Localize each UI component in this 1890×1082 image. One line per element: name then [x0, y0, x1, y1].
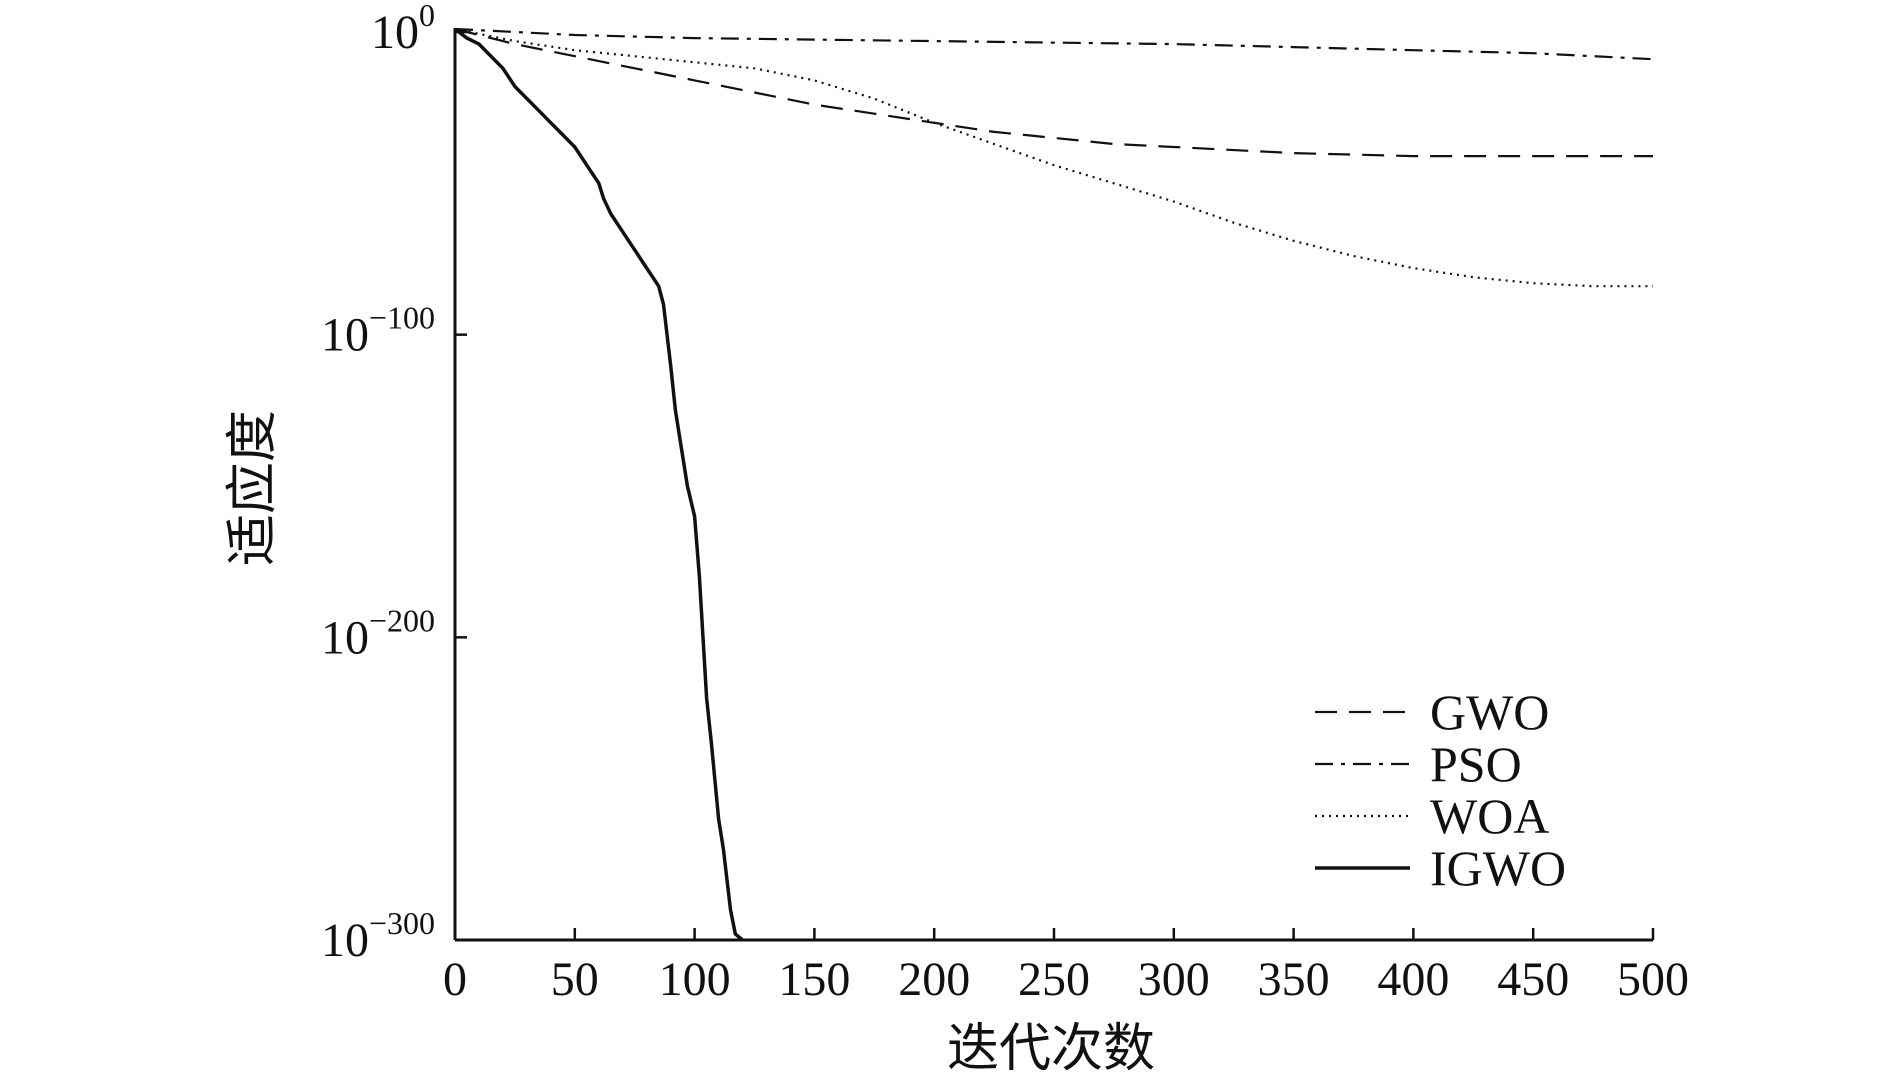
- series-line-pso: [454, 27, 1654, 61]
- x-tick-label: 150: [778, 953, 850, 1006]
- x-axis-title: 迭代次数: [947, 1019, 1155, 1079]
- legend-label-woa: WOA: [1430, 788, 1549, 844]
- legend-label-pso: PSO: [1430, 736, 1522, 792]
- legend-label-igwo: IGWO: [1430, 840, 1566, 896]
- y-tick-label: 10−300: [321, 905, 435, 967]
- y-tick-label: 10−200: [321, 602, 435, 664]
- y-axis-title: 适应度: [223, 410, 283, 566]
- series-line-gwo: [454, 27, 1653, 158]
- legend-label-gwo: GWO: [1430, 684, 1549, 740]
- x-tick-label: 300: [1138, 953, 1210, 1006]
- x-tick-label: 350: [1258, 953, 1330, 1006]
- x-tick-label: 0: [443, 953, 467, 1006]
- x-tick-label: 250: [1018, 953, 1090, 1006]
- x-tick-label: 100: [659, 953, 731, 1006]
- tick-layer: 0 50 100 150 200 250 300 350 400 450 500 100 10−100 1…: [321, 0, 1689, 1006]
- x-tick-label: 500: [1617, 953, 1689, 1006]
- series-line-woa: [454, 27, 1653, 288]
- x-tick-label: 200: [898, 953, 970, 1006]
- series-layer: [453, 27, 1654, 942]
- y-tick-label: 10−100: [321, 300, 435, 362]
- x-tick-label: 50: [551, 953, 599, 1006]
- series-line-igwo: [453, 27, 744, 942]
- x-tick-label: 400: [1377, 953, 1449, 1006]
- x-tick-label: 450: [1497, 953, 1569, 1006]
- y-tick-label: 100: [371, 0, 435, 59]
